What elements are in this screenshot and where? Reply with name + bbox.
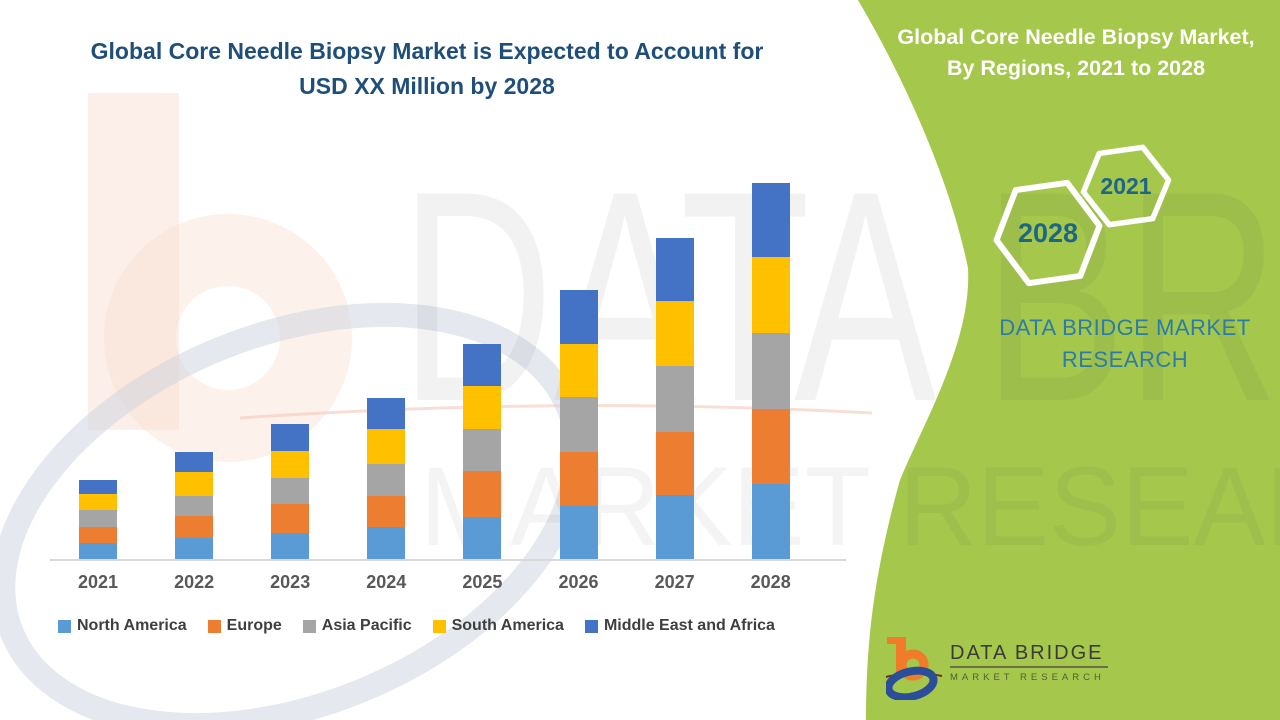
segment-2028-south-america [751, 257, 790, 333]
segment-2021-europe [79, 527, 117, 543]
segment-2023-middle-east-and-africa [271, 424, 310, 451]
bar-stack-2022 [175, 452, 214, 559]
brand-wordmark-line1: DATA BRIDGE MARKET [999, 315, 1251, 340]
stacked-bar-plot: 2021 2022 2023 2024 2025 2026 2027 2028 [50, 183, 846, 592]
bar-stack-2023 [271, 424, 310, 559]
side-panel-title-line1: Global Core Needle Biopsy Market, [897, 25, 1255, 49]
segment-2026-middle-east-and-africa [559, 290, 598, 344]
legend-swatch [302, 619, 316, 633]
x-tick-2028: 2028 [750, 572, 791, 592]
logo-name: DATA BRIDGE [950, 642, 1104, 664]
x-tick-2024: 2024 [366, 572, 407, 592]
segment-2027-europe [655, 432, 694, 495]
segment-2023-asia-pacific [271, 478, 310, 504]
segment-2027-south-america [655, 301, 694, 366]
segment-2027-middle-east-and-africa [655, 238, 694, 301]
legend-item-south-america: South America [432, 617, 564, 635]
segment-2025-south-america [463, 386, 502, 429]
legend-item-europe: Europe [207, 617, 282, 635]
hexagon-year-2028: 2028 [1017, 218, 1079, 248]
segment-2026-north-america [559, 506, 598, 559]
segment-2024-middle-east-and-africa [367, 398, 406, 429]
segment-2026-south-america [559, 344, 598, 397]
x-axis-line [50, 559, 846, 561]
segment-2026-asia-pacific [559, 397, 598, 452]
x-tick-2023: 2023 [270, 572, 311, 592]
segment-2023-europe [271, 504, 310, 533]
legend-swatch [584, 619, 598, 633]
x-tick-2026: 2026 [558, 572, 599, 592]
segment-2024-asia-pacific [367, 464, 406, 496]
segment-2022-south-america [175, 472, 214, 496]
x-tick-2025: 2025 [462, 572, 503, 592]
legend-label: Asia Pacific [321, 617, 412, 634]
logo-divider [950, 666, 1108, 668]
segment-2021-middle-east-and-africa [79, 480, 117, 494]
segment-2024-europe [367, 496, 406, 527]
bar-stack-2026 [559, 290, 598, 559]
segment-2025-asia-pacific [463, 429, 502, 471]
segment-2028-asia-pacific [751, 333, 790, 409]
bar-stack-2021 [79, 480, 117, 559]
segment-2022-north-america [175, 538, 214, 559]
brand-wordmark: DATA BRIDGE MARKET RESEARCH [955, 312, 1280, 376]
segment-2021-south-america [79, 494, 117, 510]
side-panel-title: Global Core Needle Biopsy Market, By Reg… [880, 22, 1272, 84]
legend-swatch [58, 619, 71, 633]
brand-wordmark-line2: RESEARCH [1061, 347, 1189, 372]
side-panel-title-line2: By Regions, 2021 to 2028 [946, 56, 1206, 80]
segment-2025-north-america [463, 517, 502, 559]
databridge-logo-icon [886, 637, 943, 700]
hexagon-year-2021: 2021 [1100, 173, 1152, 199]
segment-2023-north-america [271, 533, 310, 559]
segment-2024-north-america [367, 527, 406, 559]
bar-stack-2028 [751, 183, 790, 559]
legend-label: Middle East and Africa [603, 617, 775, 634]
legend-label: North America [77, 617, 187, 634]
legend-item-north-america: North America [58, 617, 187, 635]
chart-legend: North America Europe Asia Pacific South Ame… [58, 617, 848, 635]
segment-2025-europe [463, 471, 502, 517]
segment-2027-asia-pacific [655, 366, 694, 432]
legend-swatch [207, 619, 221, 633]
segment-2021-north-america [79, 543, 117, 559]
legend-label: South America [451, 617, 564, 634]
legend-swatch [432, 619, 446, 633]
segment-2026-europe [559, 452, 598, 506]
bar-stack-2025 [463, 344, 502, 559]
x-tick-2027: 2027 [654, 572, 695, 592]
segment-2028-europe [751, 409, 790, 484]
segment-2022-middle-east-and-africa [175, 452, 214, 472]
databridge-logo-text: DATA BRIDGE MARKET RESEARCH [950, 634, 1108, 683]
segment-2024-south-america [367, 429, 406, 464]
chart-title-line1: Global Core Needle Biopsy Market is Expe… [90, 38, 764, 64]
chart-title: Global Core Needle Biopsy Market is Expe… [42, 34, 812, 104]
segment-2022-europe [175, 516, 214, 538]
legend-item-middle-east-and-africa: Middle East and Africa [584, 617, 775, 635]
x-tick-2021: 2021 [77, 572, 119, 592]
segment-2028-middle-east-and-africa [751, 183, 790, 257]
segment-2023-south-america [271, 451, 310, 478]
databridge-logo: DATA BRIDGE MARKET RESEARCH [886, 634, 1108, 700]
bar-stack-2027 [655, 238, 694, 559]
x-tick-2022: 2022 [174, 572, 215, 592]
segment-2028-north-america [751, 484, 790, 559]
segment-2022-asia-pacific [175, 496, 214, 516]
segment-2027-north-america [655, 495, 694, 559]
logo-subtitle: MARKET RESEARCH [950, 672, 1105, 683]
chart-title-line2: USD XX Million by 2028 [299, 73, 555, 99]
segment-2021-asia-pacific [79, 510, 117, 527]
bar-stack-2024 [367, 398, 406, 559]
segment-2025-middle-east-and-africa [463, 344, 502, 386]
legend-label: Europe [226, 617, 282, 634]
legend-item-asia-pacific: Asia Pacific [302, 617, 412, 635]
